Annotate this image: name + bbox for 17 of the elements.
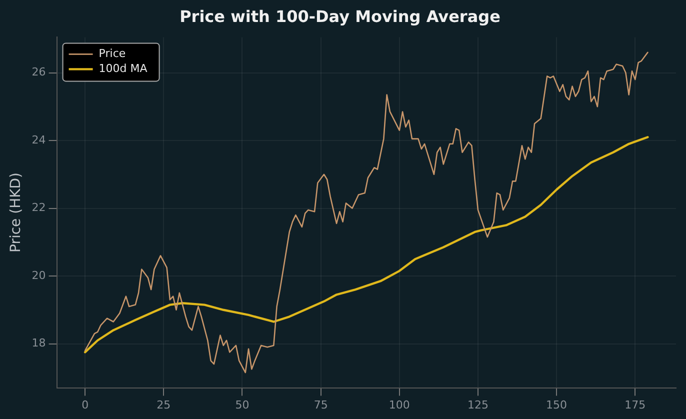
x-tick-label: 25 (156, 398, 171, 412)
legend-label: 100d MA (98, 62, 148, 76)
y-tick-label: 20 (32, 268, 46, 282)
legend-label: Price (98, 47, 126, 60)
x-tick-label: 175 (624, 398, 646, 412)
y-tick-label: 24 (32, 133, 46, 146)
x-tick-label: 75 (314, 398, 328, 412)
y-tick-label: 18 (32, 336, 46, 350)
x-tick-label: 150 (546, 398, 568, 412)
y-axis-title: Price (HKD) (8, 172, 24, 253)
y-tick-label: 26 (32, 66, 46, 79)
y-tick-label: 22 (32, 201, 46, 214)
x-tick-label: 125 (467, 398, 488, 412)
chart-title: Price with 100-Day Moving Average (180, 6, 501, 26)
x-tick-label: 100 (388, 398, 410, 412)
x-tick-label: 50 (235, 398, 250, 412)
x-tick-label: 0 (82, 398, 89, 412)
